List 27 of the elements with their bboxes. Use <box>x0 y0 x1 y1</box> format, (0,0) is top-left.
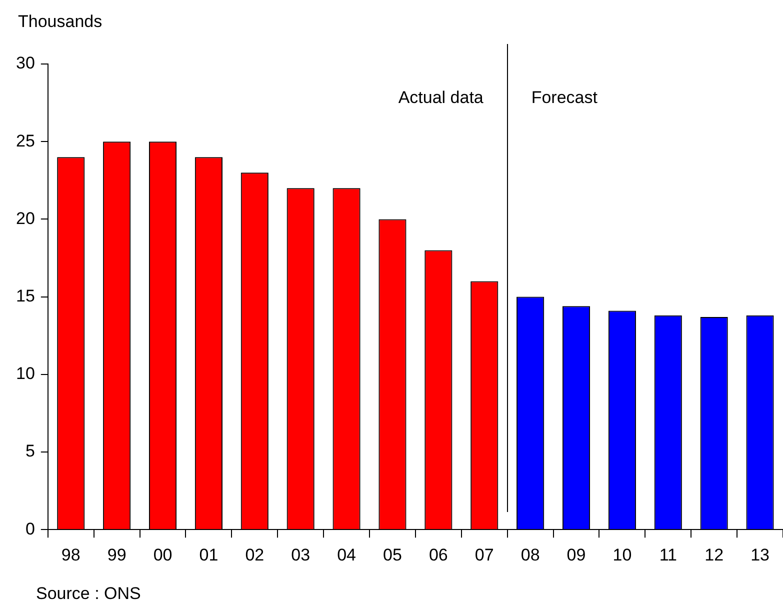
x-tick-label: 08 <box>520 545 540 564</box>
y-tick-label: 5 <box>25 442 35 461</box>
y-axis-title: Thousands <box>18 12 102 32</box>
y-tick-label: 0 <box>25 519 35 538</box>
y-tick-label: 20 <box>16 208 35 228</box>
y-tick-label: 25 <box>16 131 35 150</box>
x-tick-label: 00 <box>153 545 172 564</box>
x-tick-label: 06 <box>428 545 448 564</box>
y-tick-label: 30 <box>16 54 35 73</box>
x-tick-label: 13 <box>750 545 770 564</box>
x-tick-label: 07 <box>474 545 494 564</box>
x-tick-label: 04 <box>337 545 356 564</box>
source-note: Source : ONS <box>36 584 141 604</box>
x-tick-label: 10 <box>612 545 632 564</box>
y-tick-label: 15 <box>16 286 35 306</box>
x-tick-label: 05 <box>383 545 402 564</box>
y-tick-label: 10 <box>16 364 35 384</box>
x-tick-label: 12 <box>704 545 724 564</box>
x-tick-label: 02 <box>245 545 264 564</box>
x-tick-label: 01 <box>199 545 218 564</box>
annotation: Forecast <box>531 88 598 108</box>
annotation: Actual data <box>398 88 484 108</box>
x-tick-label: 98 <box>61 545 80 564</box>
x-tick-label: 99 <box>107 545 126 564</box>
x-tick-label: 03 <box>291 545 310 564</box>
x-tick-label: 09 <box>566 545 586 564</box>
x-tick-label: 11 <box>659 545 677 564</box>
